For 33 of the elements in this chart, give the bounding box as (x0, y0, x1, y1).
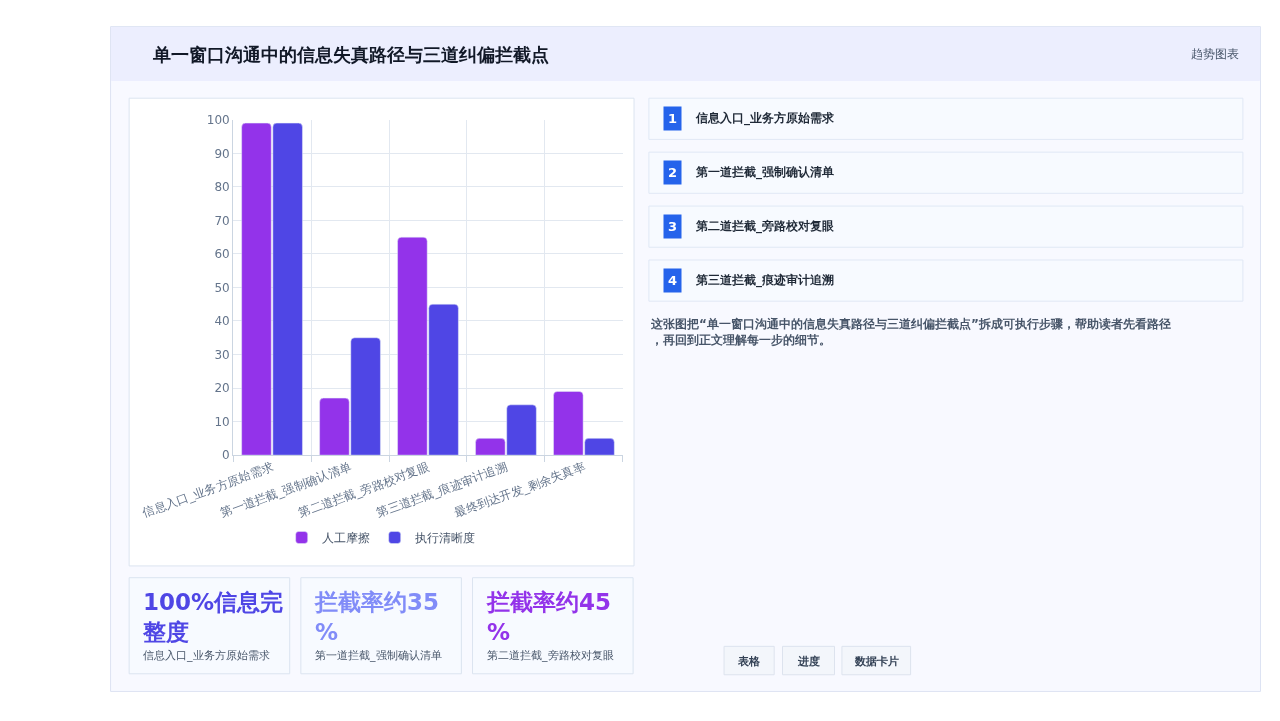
text: 趋势图表 (1191, 47, 1239, 61)
text: 第三道拦截_痕迹审计追溯 (695, 273, 834, 288)
y-tick-label: 30 (214, 347, 230, 362)
y-tick-label: 0 (222, 448, 230, 463)
text: 数据卡片 (854, 655, 899, 668)
text: 100%信息完整度 (142, 589, 284, 645)
y-tick-label: 40 (214, 314, 230, 329)
y-tick-label: 60 (214, 247, 230, 262)
chart-title: 单一窗口沟通中的信息失真路径与三道纠偏拦截点 (152, 44, 549, 65)
text: 拦截率约35% (314, 589, 440, 645)
text: 表格 (737, 655, 761, 668)
text: 拦截率约45% (486, 589, 612, 645)
y-tick-label: 50 (214, 280, 230, 295)
text: 2 (668, 165, 678, 180)
y-tick-label: 90 (214, 146, 230, 161)
text: 第一道拦截_强制确认清单 (315, 649, 442, 662)
text: 进度 (797, 655, 820, 668)
legend-label: 人工摩擦 (321, 531, 370, 546)
legend-label: 执行清晰度 (414, 531, 475, 546)
y-tick-label: 70 (214, 213, 230, 228)
y-tick-label: 10 (214, 414, 230, 429)
text: 3 (668, 219, 678, 234)
text: 这张图把“单一窗口沟通中的信息失真路径与三道纠偏拦截点”拆成可执行步骤，帮助读者先看路径，再回到正文理解每一步的细节。 (650, 317, 1171, 347)
y-tick-label: 100 (206, 112, 230, 127)
text: 1 (668, 111, 678, 126)
y-tick-label: 20 (214, 381, 230, 396)
text: 信息入口_业务方原始需求 (695, 111, 835, 126)
text: 第二道拦截_旁路校对复眼 (487, 649, 614, 662)
text: 第二道拦截_旁路校对复眼 (695, 219, 835, 234)
text: 4 (668, 273, 678, 288)
text: 第一道拦截_强制确认清单 (695, 165, 834, 180)
text: 信息入口_业务方原始需求 (143, 649, 270, 662)
y-tick-label: 80 (214, 180, 230, 195)
